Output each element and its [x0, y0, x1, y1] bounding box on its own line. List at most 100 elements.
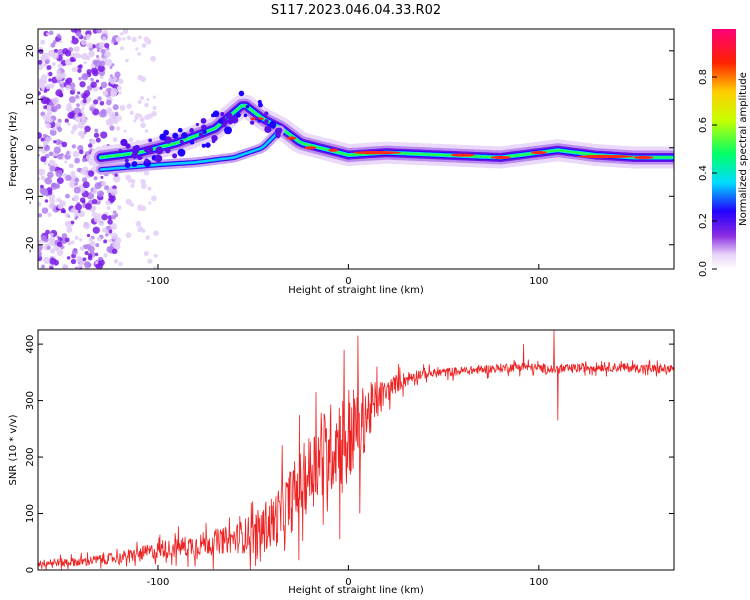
spectrogram-noise-point [137, 51, 141, 56]
spectrogram-noise-point [98, 42, 106, 49]
spectrogram-noise-point [118, 78, 124, 84]
spectrogram-noise-point [46, 65, 52, 70]
spectrogram-noise-point [82, 166, 88, 172]
spectrogram-noise-point [75, 94, 79, 99]
spectrogram-noise-point [82, 257, 87, 262]
spectrogram-noise-point [74, 266, 79, 269]
spectrogram-noise-point [75, 31, 82, 38]
spectrogram-noise-point [100, 131, 108, 139]
spectrogram-noise-point [137, 74, 143, 81]
colorbar-tick-label: 0.0 [698, 261, 709, 277]
spectrogram-noise-point [110, 88, 118, 96]
spectrogram-noise-point [98, 110, 107, 118]
spectrogram-noise-point [88, 237, 93, 242]
spectrogram-noise-point [98, 259, 105, 266]
spectrogram-blob [148, 138, 153, 143]
spectrogram-noise-point [92, 226, 100, 234]
spectrogram-noise-point [51, 61, 56, 67]
spectrogram-noise-point [125, 58, 129, 63]
snr-frame [37, 329, 675, 571]
spectrogram-noise-point [131, 36, 137, 43]
spectrogram-noise-point [143, 36, 150, 43]
spectrogram-noise-point [135, 47, 139, 51]
spectrogram-noise-point [152, 95, 156, 99]
spectrogram-noise-point [153, 253, 158, 258]
figure-title: S117.2023.046.04.33.R02 [271, 3, 441, 18]
snr-y-tick-label: 0 [25, 567, 36, 573]
spectrogram-noise-point [128, 137, 134, 143]
snr-x-label: Height of straight line (km) [288, 585, 424, 596]
spectrogram-noise-point [89, 106, 95, 112]
spectrogram-noise-point [103, 50, 111, 58]
colorbar-tick-label: 0.2 [698, 213, 709, 229]
spectrogram-noise-point [97, 213, 101, 217]
spectrogram-noise-point [134, 114, 140, 120]
spectrogram-noise-point [76, 103, 80, 108]
spectrogram-noise-point [66, 77, 73, 84]
spectrogram-noise-point [112, 104, 119, 111]
spectrogram-blob [131, 161, 138, 167]
spectrogram-blob [235, 112, 241, 118]
spectrogram-noise-point [92, 69, 99, 77]
spectrogram-noise-point [74, 235, 79, 240]
spectrogram-noise-point [45, 122, 52, 129]
spectrogram-noise-point [46, 32, 50, 36]
spectrogram-blob [154, 154, 163, 163]
spectrogram-noise-point [75, 203, 83, 211]
spectrogram-noise-point [117, 205, 122, 210]
spectrogram-noise-point [81, 106, 85, 110]
spectrogram-noise-point [38, 63, 44, 70]
spectrogram-blob [124, 158, 129, 163]
spectrogram-noise-point [79, 246, 83, 250]
spectrogram-noise-point [83, 222, 91, 230]
spectrogram-noise-point [53, 140, 57, 144]
spectrogram-noise-point [109, 74, 113, 78]
spectrogram-blob [179, 139, 184, 144]
spectrogram-noise-point [40, 188, 49, 196]
spectrogram-y-tick-label: 0 [25, 145, 36, 151]
spectrogram-noise-point [145, 235, 150, 240]
spectrogram-noise-point [78, 76, 82, 81]
spectrogram-noise-point [93, 132, 100, 138]
spectrogram-noise-point [43, 145, 51, 152]
spectrogram-noise-point [143, 169, 150, 176]
spectrogram-noise-point [99, 100, 105, 106]
spectrogram-noise-point [67, 241, 72, 246]
spectrogram-noise-point [105, 233, 109, 237]
spectrogram-noise-point [92, 188, 97, 193]
spectrogram-noise-point [135, 220, 142, 227]
spectrogram-noise-point [88, 50, 95, 57]
spectrogram-noise-point [77, 112, 83, 117]
spectrogram-blob [137, 154, 143, 161]
spectrogram-y-ticks: -20 -10 0 10 20 [25, 44, 674, 253]
spectrogram-noise-point [84, 125, 91, 133]
spectrogram-noise-point [55, 89, 63, 97]
spectrogram-blob [155, 146, 164, 155]
spectrogram-noise-point [93, 99, 99, 105]
spectrogram-noise-point [46, 110, 53, 116]
spectrogram-noise-point [81, 73, 89, 81]
spectrogram-noise-point [147, 186, 152, 191]
spectrogram-noise-point [129, 110, 134, 116]
spectrogram-frame [37, 28, 675, 270]
spectrogram-noise-point [81, 177, 88, 183]
spectrogram-noise-point [85, 55, 91, 61]
spectrogram-noise-point [119, 104, 126, 111]
spectrogram-noise-point [43, 256, 51, 264]
spectrogram-noise-point [64, 220, 72, 228]
spectrogram-noise-point [65, 84, 71, 90]
spectrogram-noise-point [90, 77, 94, 82]
spectrogram-noise-point [81, 117, 88, 124]
spectrogram-noise-point [73, 186, 81, 194]
snr-y-tick-label: 300 [25, 391, 36, 410]
spectrogram-noise-point [119, 32, 124, 36]
spectrogram-noise-point [108, 111, 116, 118]
spectrogram-blob [255, 116, 259, 121]
spectrogram-noise-point [141, 43, 147, 48]
spectrogram-noise-point [66, 151, 70, 155]
spectrogram-blob [172, 132, 179, 139]
spectrogram-blob [163, 129, 169, 136]
spectrogram-noise-point [120, 46, 125, 51]
spectrogram-noise-point [137, 35, 142, 40]
spectrogram-noise-point [42, 133, 47, 138]
